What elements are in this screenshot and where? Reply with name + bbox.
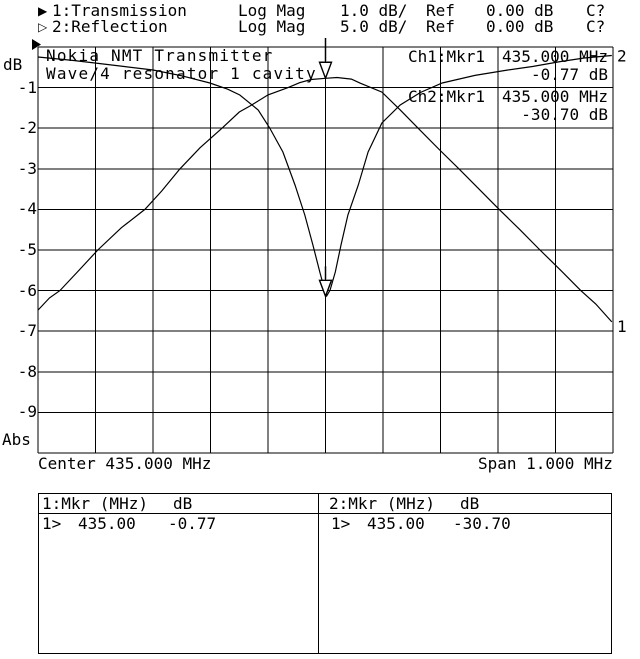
- trace2-ref-value: 0.00 dB: [486, 17, 554, 36]
- ch2-marker-readout-value: -30.70 dB: [521, 105, 608, 124]
- mkr-panel1-header: 1:Mkr (MHz): [42, 494, 148, 513]
- y-axis-tick-label: -6: [17, 280, 37, 300]
- ch2-marker-readout-label: Ch2:Mkr1: [408, 87, 486, 106]
- mkr-panel2-unit: dB: [460, 494, 480, 513]
- graticule-corner-active-icon: [32, 39, 41, 50]
- ch1-marker-readout-label: Ch1:Mkr1: [408, 47, 486, 66]
- inactive-trace-icon: ▷: [38, 20, 48, 34]
- trace1-cal-status: C?: [586, 1, 606, 20]
- y-axis-tick-label: -8: [17, 361, 37, 381]
- y-axis-tick-label: -1: [17, 77, 37, 97]
- trace1-format: Log Mag: [238, 1, 306, 20]
- marker-table-divider: [318, 494, 319, 653]
- mkr-panel2-row-value: -30.70: [453, 514, 511, 533]
- trace2-ref-label: Ref: [426, 17, 455, 36]
- y-axis-tick-label: -4: [17, 199, 37, 219]
- trace-end-label-2: 2: [617, 47, 627, 66]
- mkr-panel2-row-marker: 1>: [331, 514, 351, 533]
- mkr-panel1-row-value: -0.77: [168, 514, 217, 533]
- y-axis-mode-label: Abs: [2, 430, 31, 449]
- ch2-marker-readout-freq: 435.000 MHz: [502, 87, 608, 106]
- y-axis-unit-label: dB: [3, 55, 23, 74]
- trace2-cal-status: C?: [586, 17, 606, 36]
- trace2-label: 2:Reflection: [52, 17, 168, 36]
- y-axis-tick-label: -5: [17, 240, 37, 259]
- mkr-panel2-header: 2:Mkr (MHz): [329, 494, 435, 513]
- trace1-ref-value: 0.00 dB: [486, 1, 554, 20]
- marker1-triangle-trace2: [318, 279, 333, 299]
- mkr-panel1-row-marker: 1>: [42, 514, 62, 533]
- y-axis-tick-label: -9: [17, 402, 37, 422]
- x-axis-center-label: Center 435.000 MHz: [38, 454, 212, 473]
- trace-end-label-1: 1: [617, 317, 627, 336]
- trace2-scale: 5.0 dB/: [340, 17, 408, 36]
- y-axis-tick-label: -7: [17, 321, 37, 341]
- trace2-format: Log Mag: [238, 17, 306, 36]
- marker-table-header-rule: [39, 513, 611, 514]
- mkr-panel1-row-freq: 435.00: [78, 514, 136, 533]
- x-axis-span-label: Span 1.000 MHz: [478, 454, 613, 473]
- mkr-panel1-unit: dB: [173, 494, 193, 513]
- chart-title: Nokia NMT Transmitter: [46, 46, 274, 65]
- y-axis-tick-label: -3: [17, 158, 37, 178]
- ch1-marker-readout-value: -0.77 dB: [530, 65, 608, 84]
- chart-subtitle: Wave/4 resonator 1 cavity: [46, 64, 317, 83]
- y-axis-tick-label: -2: [17, 118, 37, 138]
- ch1-marker-readout-freq: 435.000 MHz: [502, 47, 608, 66]
- marker-table: 1:Mkr (MHz) dB 1> 435.00 -0.77 2:Mkr (MH…: [38, 493, 612, 654]
- trace1-ref-label: Ref: [426, 1, 455, 20]
- trace1-scale: 1.0 dB/: [340, 1, 408, 20]
- active-trace-icon: ▶: [38, 4, 48, 18]
- trace1-label: 1:Transmission: [52, 1, 187, 20]
- marker1-triangle-trace1: [318, 61, 333, 81]
- mkr-panel2-row-freq: 435.00: [367, 514, 425, 533]
